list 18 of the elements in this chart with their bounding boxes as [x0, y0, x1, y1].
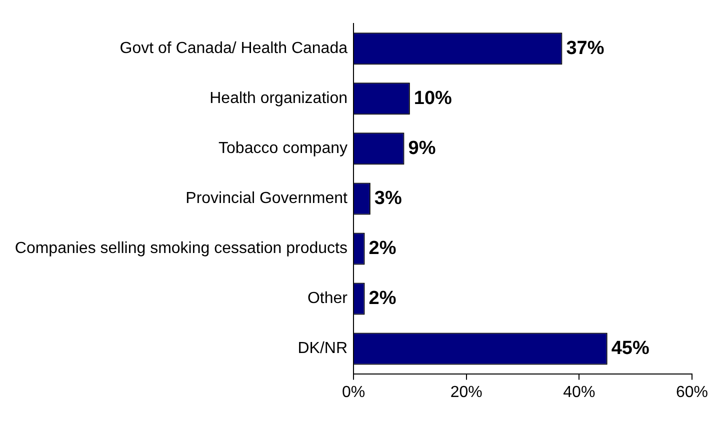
y-tick-label: DK/NR [298, 340, 348, 358]
data-label: 9% [408, 138, 436, 159]
x-tick-label: 0% [342, 384, 366, 401]
y-tick-label: Provincial Government [186, 190, 348, 208]
y-tick-label: Companies selling smoking cessation products [14, 240, 348, 258]
data-label: 3% [374, 188, 402, 209]
data-label: 2% [368, 238, 396, 259]
data-label: 2% [368, 288, 396, 309]
y-tick-label: Tobacco company [218, 140, 348, 158]
y-tick-label: Govt of Canada/ Health Canada [120, 40, 348, 58]
y-tick-label: Other [307, 290, 348, 308]
data-label: 37% [566, 38, 604, 59]
x-tick-label: 40% [563, 384, 596, 401]
y-tick-label: Health organization [210, 90, 348, 108]
data-label: 10% [414, 88, 452, 109]
x-tick-label: 20% [450, 384, 482, 401]
data-label: 45% [611, 338, 650, 360]
x-tick-label: 60% [676, 384, 708, 401]
